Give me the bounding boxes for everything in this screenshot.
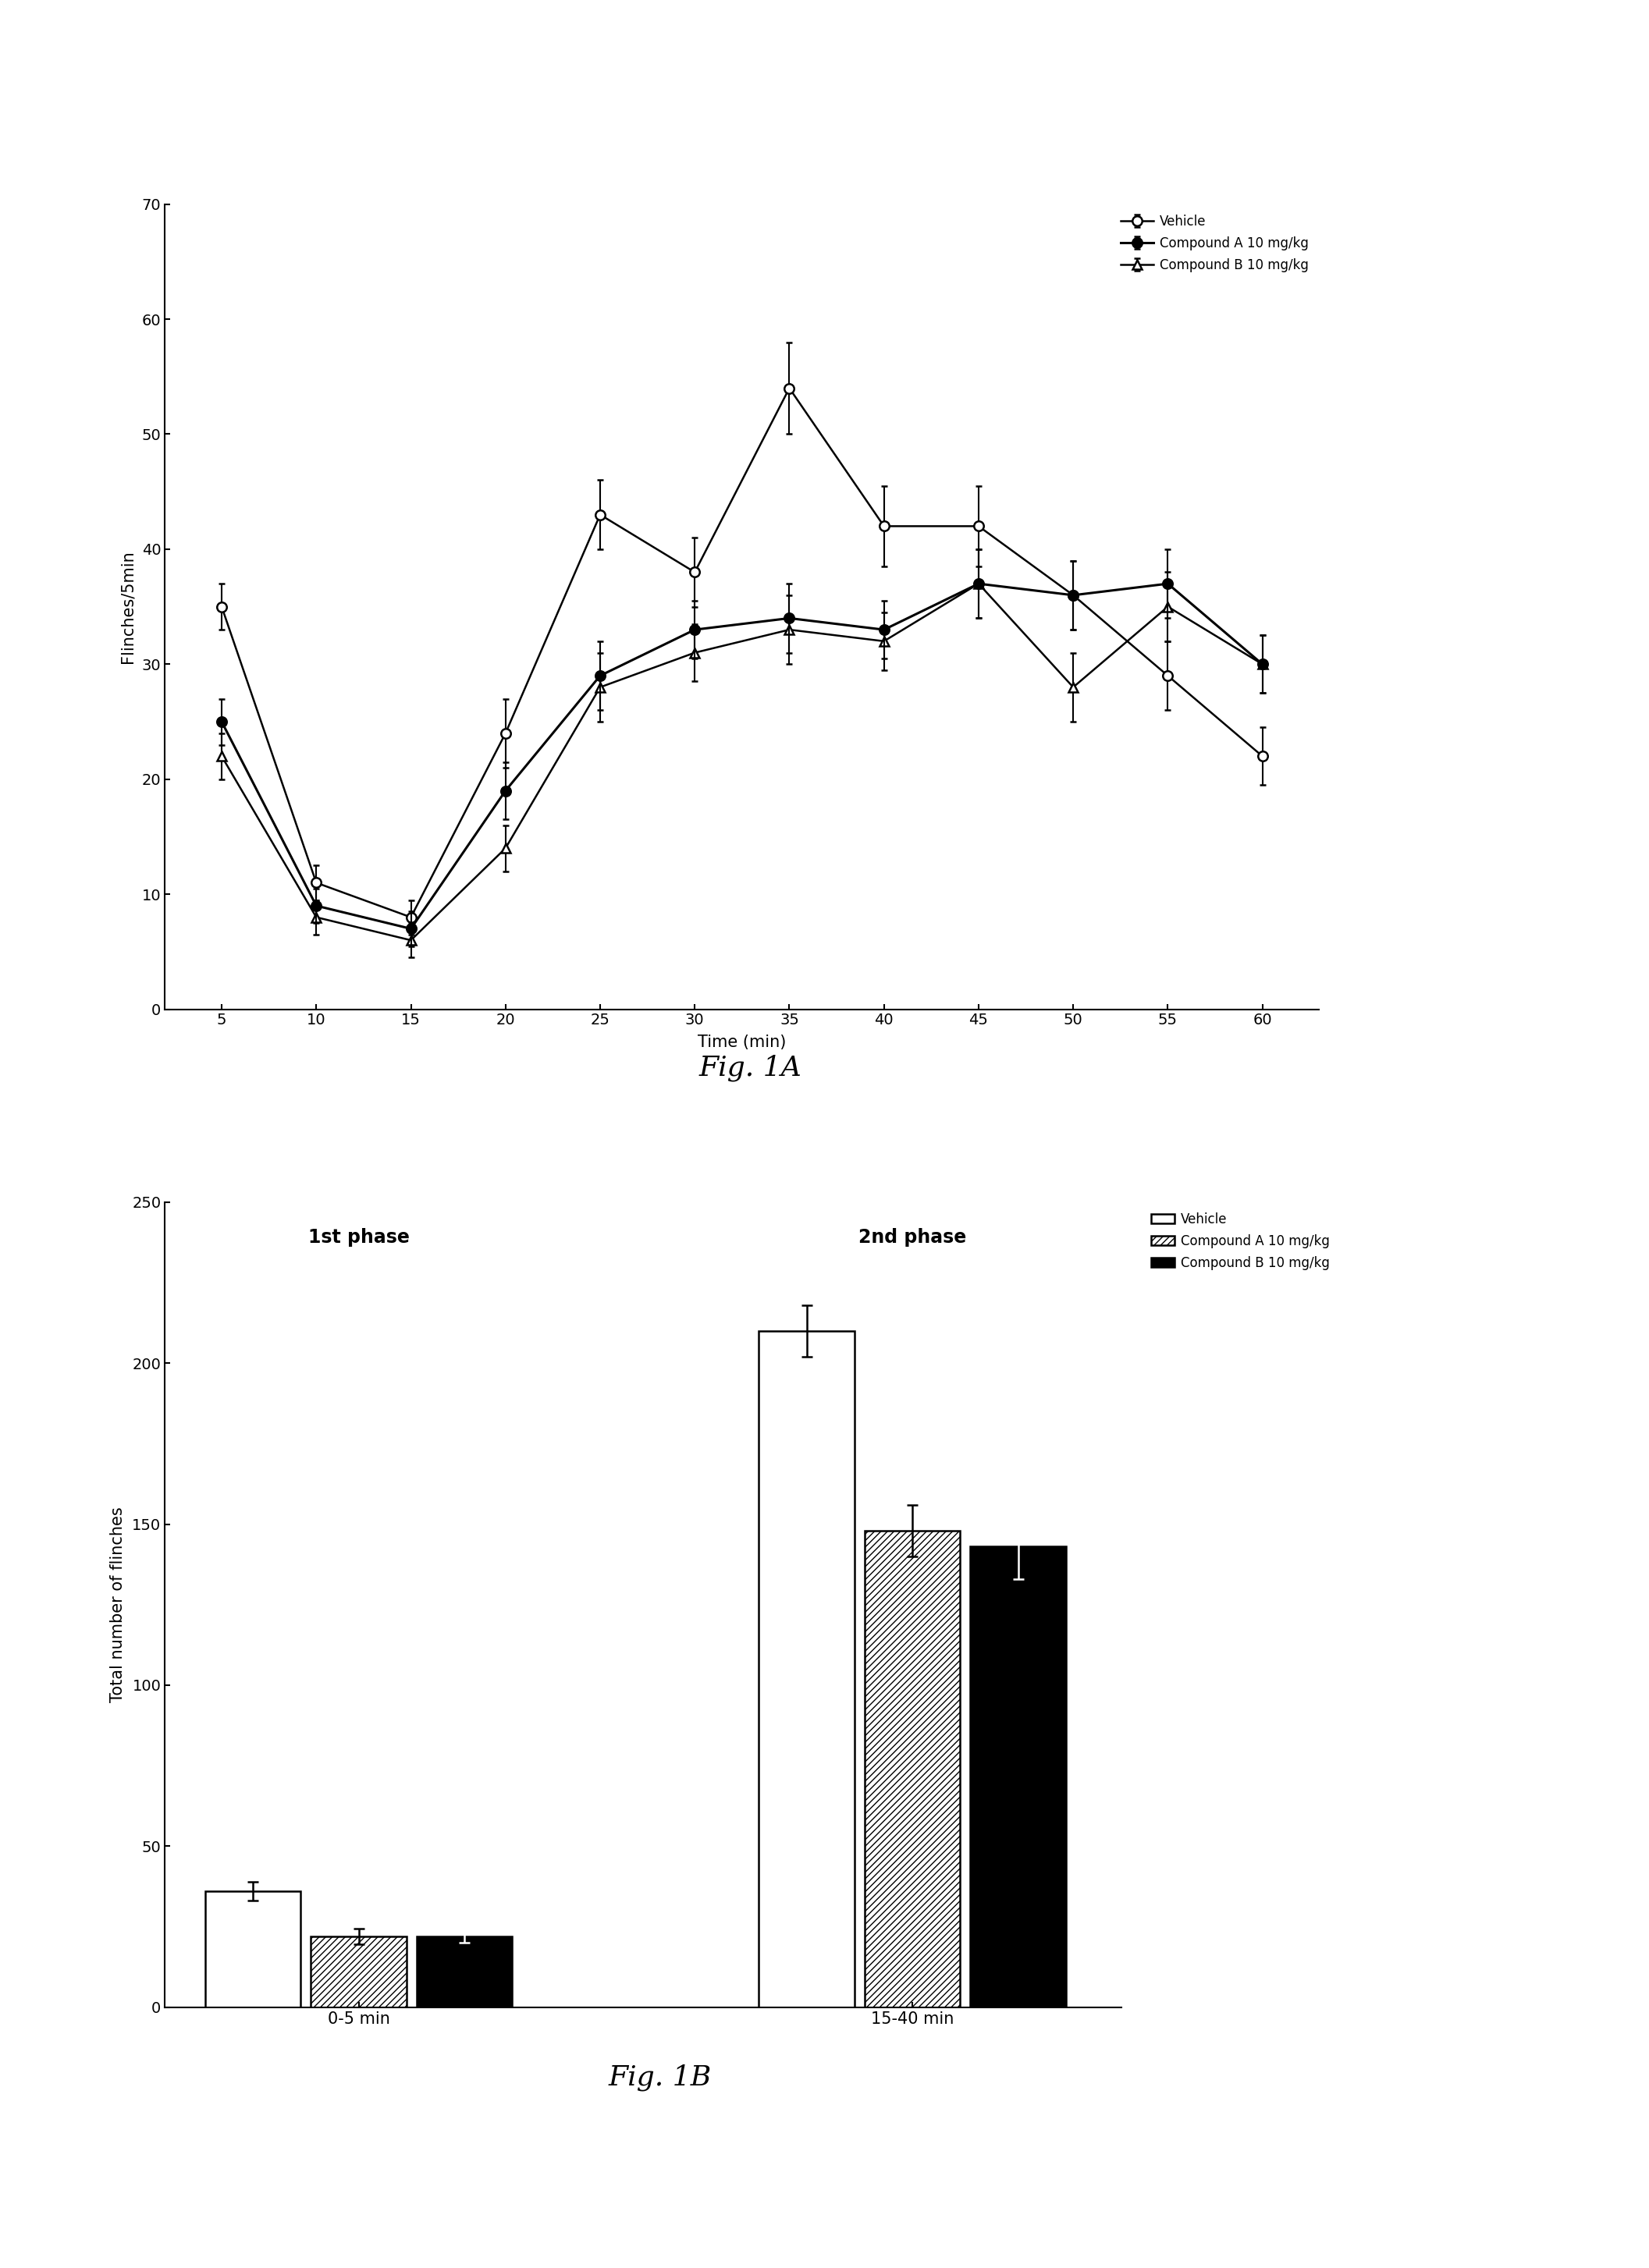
Text: Fig. 1B: Fig. 1B <box>608 2064 711 2091</box>
Y-axis label: Total number of flinches: Total number of flinches <box>110 1506 125 1703</box>
Y-axis label: Flinches/5min: Flinches/5min <box>120 551 135 662</box>
Bar <box>970 1547 1065 2007</box>
Legend: Vehicle, Compound A 10 mg/kg, Compound B 10 mg/kg: Vehicle, Compound A 10 mg/kg, Compound B… <box>1148 1209 1334 1275</box>
Legend: Vehicle, Compound A 10 mg/kg, Compound B 10 mg/kg: Vehicle, Compound A 10 mg/kg, Compound B… <box>1116 211 1313 277</box>
Bar <box>204 1892 300 2007</box>
Text: Fig. 1A: Fig. 1A <box>699 1055 801 1082</box>
Text: 2nd phase: 2nd phase <box>859 1227 966 1247</box>
Bar <box>312 1937 407 2007</box>
Bar <box>759 1331 854 2007</box>
Bar <box>417 1937 513 2007</box>
Bar <box>864 1531 960 2007</box>
Text: 1st phase: 1st phase <box>308 1227 409 1247</box>
X-axis label: Time (min): Time (min) <box>698 1034 787 1050</box>
